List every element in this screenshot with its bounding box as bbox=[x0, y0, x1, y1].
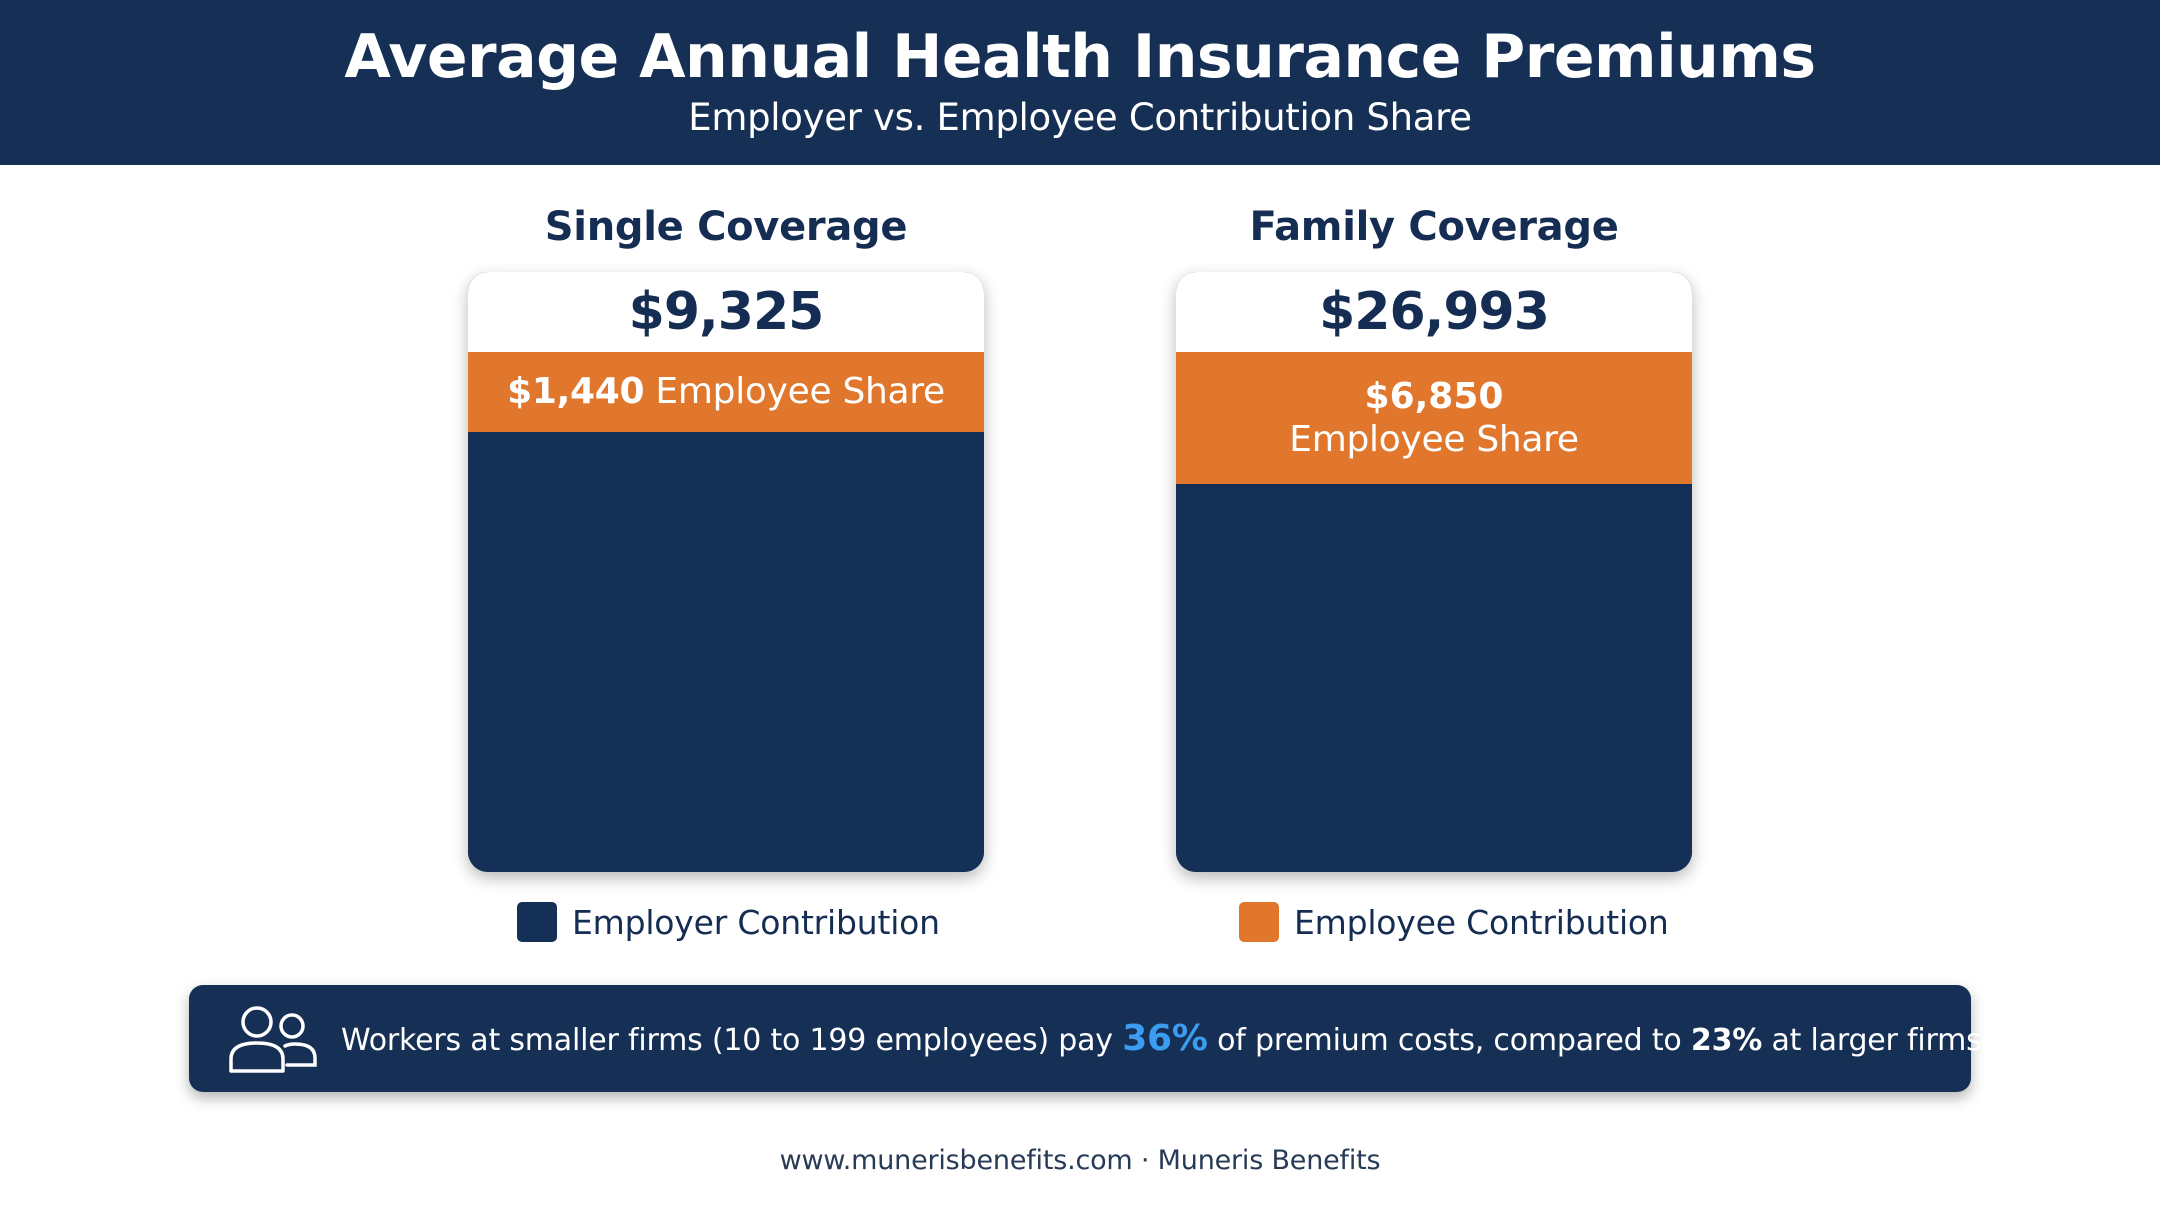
header-bar: Average Annual Health Insurance Premiums… bbox=[0, 0, 2160, 165]
family-employee-segment: $6,850 Employee Share bbox=[1176, 352, 1692, 484]
small-firm-percentage: 36% bbox=[1122, 1018, 1208, 1059]
legend-employee-swatch bbox=[1239, 902, 1279, 942]
footer-credit: www.munerisbenefits.com · Muneris Benefi… bbox=[779, 1145, 1381, 1176]
family-coverage-stacked-bar: $26,993 $6,850 Employee Share bbox=[1176, 272, 1692, 872]
legend-employer-label: Employer Contribution bbox=[572, 902, 940, 942]
single-employee-amount: $1,440 bbox=[507, 371, 645, 413]
single-employee-text: Employee Share bbox=[655, 371, 945, 413]
insight-banner: Workers at smaller firms (10 to 199 empl… bbox=[189, 985, 1991, 1092]
page-subtitle: Employer vs. Employee Contribution Share bbox=[688, 96, 1472, 139]
insight-text-after: at larger firms. bbox=[1762, 1023, 1991, 1058]
family-coverage-title: Family Coverage bbox=[1249, 204, 1619, 250]
family-total-label: $26,993 bbox=[1176, 272, 1692, 352]
legend-employer: Employer Contribution bbox=[517, 902, 940, 942]
legend-employee: Employee Contribution bbox=[1239, 902, 1669, 942]
insight-text-middle: of premium costs, compared to bbox=[1207, 1023, 1691, 1058]
single-coverage-stacked-bar: $9,325 $1,440 Employee Share bbox=[468, 272, 984, 872]
single-employee-segment: $1,440 Employee Share bbox=[468, 352, 984, 432]
single-coverage-title: Single Coverage bbox=[544, 204, 908, 250]
single-employee-share-label: $1,440 Employee Share bbox=[507, 370, 945, 413]
family-employer-segment bbox=[1176, 484, 1692, 872]
insight-text-before: Workers at smaller firms (10 to 199 empl… bbox=[341, 1023, 1123, 1058]
family-employee-text: Employee Share bbox=[1289, 419, 1579, 460]
users-icon bbox=[229, 1006, 317, 1073]
large-firm-percentage: 23% bbox=[1690, 1023, 1763, 1058]
single-total-label: $9,325 bbox=[468, 272, 984, 352]
legend-employee-label: Employee Contribution bbox=[1294, 902, 1669, 942]
page-title: Average Annual Health Insurance Premiums bbox=[344, 22, 1816, 92]
legend-employer-swatch bbox=[517, 902, 557, 942]
insight-text: Workers at smaller firms (10 to 199 empl… bbox=[341, 985, 1991, 1092]
family-employee-amount: $6,850 bbox=[1364, 375, 1504, 417]
family-employee-share-label: $6,850 Employee Share bbox=[1289, 375, 1579, 461]
single-employer-segment bbox=[468, 432, 984, 872]
